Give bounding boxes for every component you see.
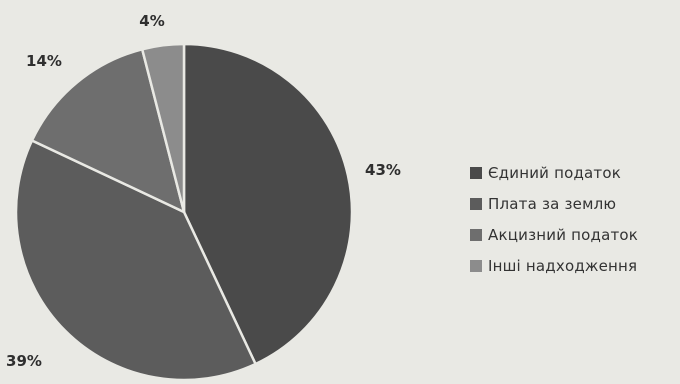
pie-slice-1 — [14, 138, 258, 382]
legend-swatch-icon — [470, 198, 482, 210]
legend-label: Акцизний податок — [488, 226, 639, 244]
legend-label: Єдиний податок — [488, 164, 621, 182]
slice-label-1: 39% — [6, 352, 42, 370]
legend-swatch-icon — [470, 167, 482, 179]
slice-label-0: 43% — [365, 161, 401, 179]
legend-item-plata-za-zemliu: Плата за землю — [470, 192, 638, 216]
legend-item-inshi-nadkhodzhennia: Інші надходження — [470, 254, 638, 278]
legend-label: Плата за землю — [488, 195, 617, 213]
pie-slice-3 — [140, 42, 186, 213]
legend-item-yedynyi-podatok: Єдиний податок — [470, 161, 638, 185]
legend-label: Інші надходження — [488, 257, 638, 275]
pie-slice-2 — [30, 47, 186, 215]
legend-swatch-icon — [470, 260, 482, 272]
pie-slice-0 — [182, 42, 354, 366]
slice-label-3: 4% — [139, 12, 164, 30]
legend-item-aktsyznyi-podatok: Акцизний податок — [470, 223, 638, 247]
slice-labels: 43% 39% 14% 4% — [6, 12, 401, 370]
legend: Єдиний податок Плата за землю Акцизний п… — [470, 161, 638, 285]
legend-swatch-icon — [470, 229, 482, 241]
slice-label-2: 14% — [26, 52, 62, 70]
pie-slices — [14, 42, 354, 382]
